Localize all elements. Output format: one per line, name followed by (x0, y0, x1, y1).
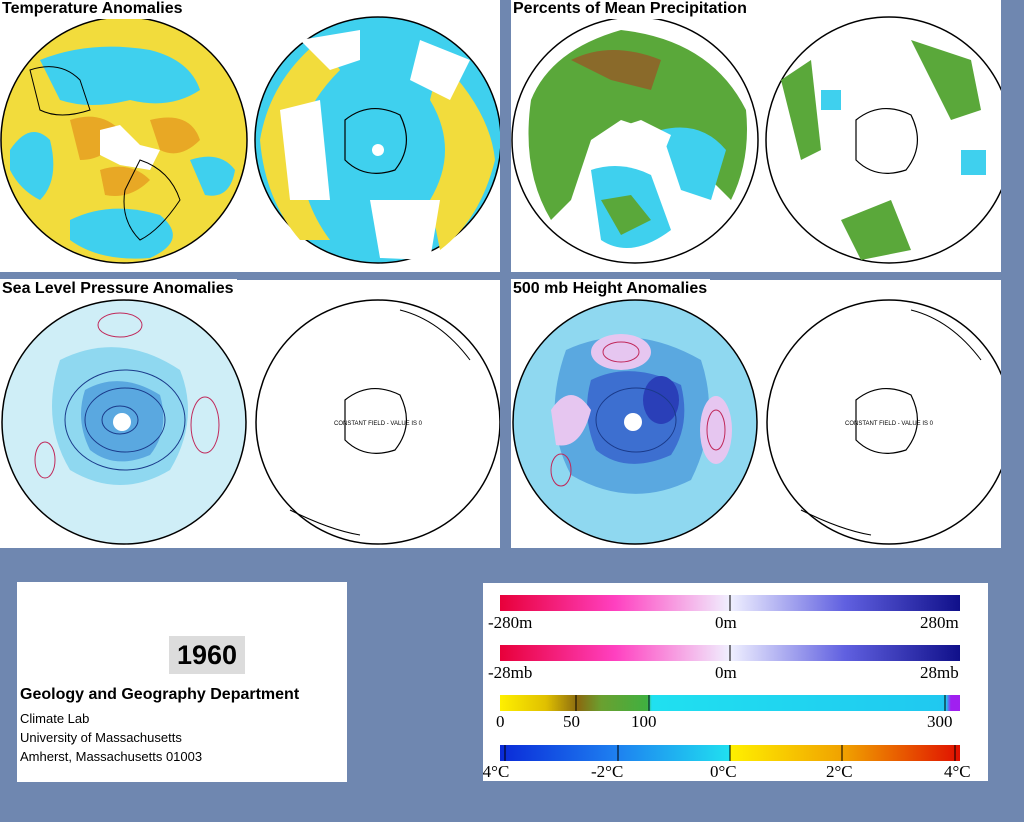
temp-legend-4: 4°C (944, 762, 971, 781)
address-line: Amherst, Massachusetts 01003 (20, 749, 203, 764)
height500-maps: CONSTANT FIELD - VALUE IS 0 (512, 299, 1001, 545)
height500-title: 500 mb Height Anomalies (511, 279, 711, 299)
precip-legend-0: 0 (496, 712, 505, 731)
university-name: University of Massachusetts (20, 730, 182, 745)
temperature-maps (0, 16, 500, 264)
slp-maps: CONSTANT FIELD - VALUE IS 0 (1, 299, 500, 545)
height500-constant-note: CONSTANT FIELD - VALUE IS 0 (845, 421, 934, 427)
height-legend-mid: 0m (715, 613, 737, 632)
height-legend-min: -280m (488, 613, 532, 632)
temperature-nh-map (0, 16, 248, 264)
legend-box: -280m 0m 280m -28mb 0m 28mb 0 50 100 300 (483, 583, 988, 781)
height500-nh-map (512, 299, 758, 545)
pressure-legend: -28mb 0m 28mb (488, 645, 960, 682)
precip-legend-100: 100 (631, 712, 657, 731)
precipitation-title: Percents of Mean Precipitation (511, 0, 750, 19)
precip-legend-300: 300 (927, 712, 953, 731)
temperature-title: Temperature Anomalies (0, 0, 186, 19)
temp-legend-2: 2°C (826, 762, 853, 781)
precip-legend-50: 50 (563, 712, 580, 731)
slp-panel: CONSTANT FIELD - VALUE IS 0 Sea Level Pr… (0, 279, 500, 548)
height500-sh-map: CONSTANT FIELD - VALUE IS 0 (766, 299, 1001, 545)
precip-legend: 0 50 100 300 (496, 695, 960, 731)
year-label: 1960 (169, 636, 245, 674)
precipitation-panel: Percents of Mean Precipitation (511, 0, 1001, 272)
slp-constant-note: CONSTANT FIELD - VALUE IS 0 (334, 421, 423, 427)
temperature-panel: Temperature Anomalies (0, 0, 500, 272)
pressure-legend-max: 28mb (920, 663, 959, 682)
info-box: 1960 Geology and Geography Department Cl… (17, 582, 347, 782)
slp-title: Sea Level Pressure Anomalies (0, 279, 237, 299)
slp-nh-map (1, 299, 247, 545)
precipitation-maps (511, 16, 1001, 264)
temp-legend: -4°C -2°C 0°C 2°C 4°C (483, 745, 971, 781)
temp-legend-minus2: -2°C (591, 762, 623, 781)
height-legend: -280m 0m 280m (488, 595, 960, 632)
temperature-sh-map (254, 16, 500, 264)
lab-name: Climate Lab (20, 711, 90, 726)
temp-legend-0: 0°C (710, 762, 737, 781)
pressure-legend-min: -28mb (488, 663, 532, 682)
legends: -280m 0m 280m -28mb 0m 28mb 0 50 100 300 (483, 595, 971, 781)
temp-legend-minus4: -4°C (483, 762, 509, 781)
height-legend-max: 280m (920, 613, 959, 632)
precipitation-nh-map (511, 16, 759, 264)
height500-panel: CONSTANT FIELD - VALUE IS 0 500 mb Heigh… (511, 279, 1001, 548)
slp-sh-map: CONSTANT FIELD - VALUE IS 0 (255, 299, 500, 545)
pressure-legend-mid: 0m (715, 663, 737, 682)
precipitation-sh-map (765, 16, 1001, 264)
department-name: Geology and Geography Department (20, 686, 300, 703)
